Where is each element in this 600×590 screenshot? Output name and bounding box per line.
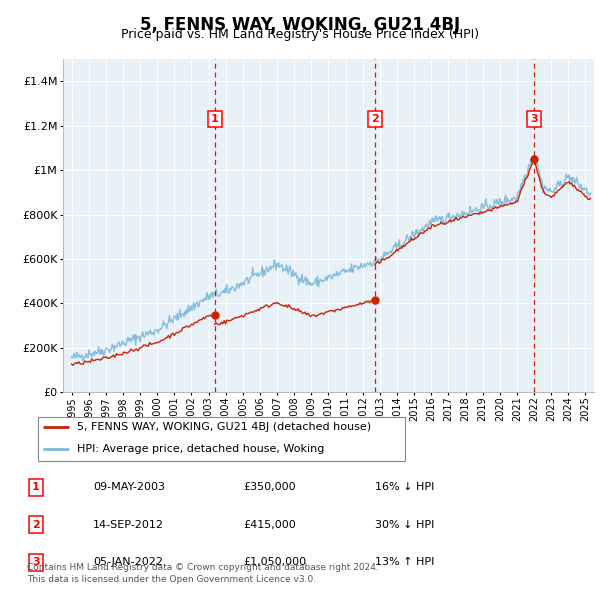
Text: 2: 2 <box>32 520 40 529</box>
Text: 13% ↑ HPI: 13% ↑ HPI <box>375 558 434 567</box>
FancyBboxPatch shape <box>38 417 406 461</box>
Text: £1,050,000: £1,050,000 <box>243 558 306 567</box>
Text: £350,000: £350,000 <box>243 483 296 492</box>
Text: 5, FENNS WAY, WOKING, GU21 4BJ (detached house): 5, FENNS WAY, WOKING, GU21 4BJ (detached… <box>77 422 371 432</box>
Text: 05-JAN-2022: 05-JAN-2022 <box>93 558 163 567</box>
Text: Contains HM Land Registry data © Crown copyright and database right 2024.
This d: Contains HM Land Registry data © Crown c… <box>27 563 379 584</box>
Text: 3: 3 <box>32 558 40 567</box>
Text: 1: 1 <box>211 114 218 124</box>
Text: 5, FENNS WAY, WOKING, GU21 4BJ: 5, FENNS WAY, WOKING, GU21 4BJ <box>140 16 460 34</box>
Text: 3: 3 <box>530 114 538 124</box>
Text: HPI: Average price, detached house, Woking: HPI: Average price, detached house, Woki… <box>77 444 324 454</box>
Text: 1: 1 <box>32 483 40 492</box>
Text: 09-MAY-2003: 09-MAY-2003 <box>93 483 165 492</box>
Text: 14-SEP-2012: 14-SEP-2012 <box>93 520 164 529</box>
Text: 30% ↓ HPI: 30% ↓ HPI <box>375 520 434 529</box>
Text: 2: 2 <box>371 114 379 124</box>
Text: 16% ↓ HPI: 16% ↓ HPI <box>375 483 434 492</box>
Text: Price paid vs. HM Land Registry's House Price Index (HPI): Price paid vs. HM Land Registry's House … <box>121 28 479 41</box>
Text: £415,000: £415,000 <box>243 520 296 529</box>
